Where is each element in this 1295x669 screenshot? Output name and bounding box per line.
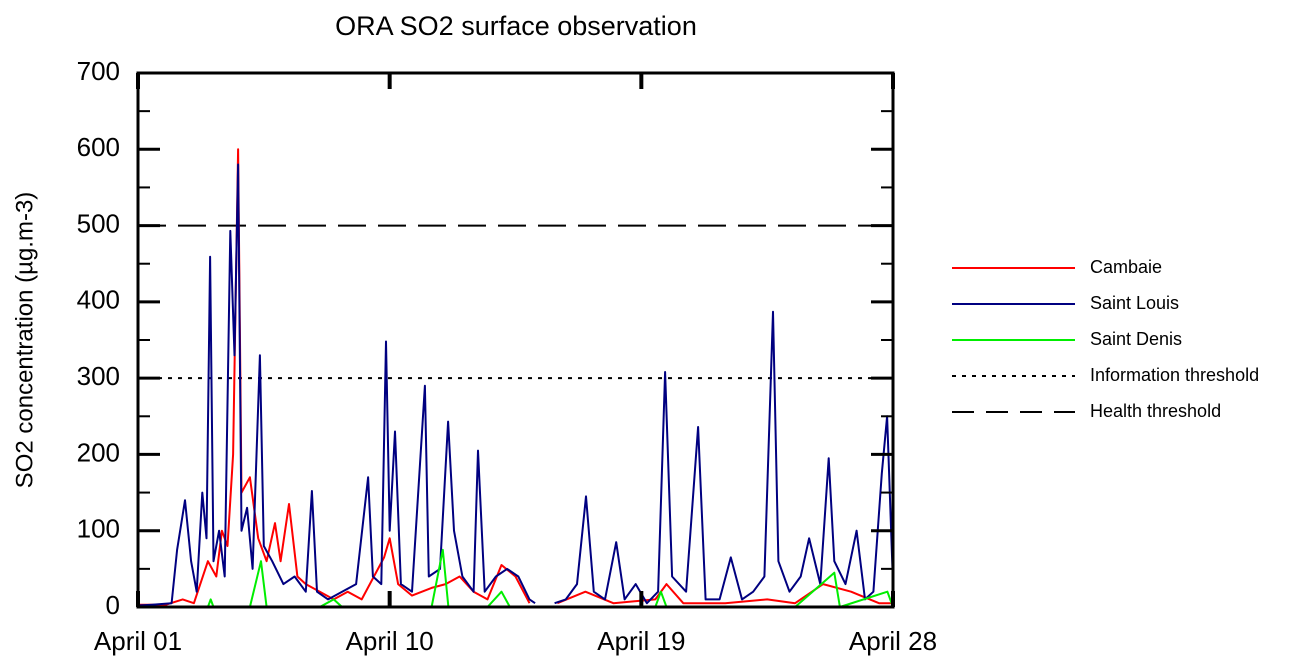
y-axis-label: SO2 concentration (µg.m-3) bbox=[11, 192, 38, 489]
y-tick-label: 300 bbox=[77, 361, 120, 391]
y-tick-label: 600 bbox=[77, 132, 120, 162]
x-tick-label: April 10 bbox=[346, 626, 434, 656]
series-line bbox=[138, 148, 893, 606]
chart-title: ORA SO2 surface observation bbox=[335, 11, 697, 41]
legend-label: Cambaie bbox=[1090, 257, 1162, 277]
y-tick-label: 400 bbox=[77, 285, 120, 315]
y-tick-label: 500 bbox=[77, 208, 120, 238]
plot-frame bbox=[136, 71, 895, 609]
legend-label: Health threshold bbox=[1090, 401, 1221, 421]
series-line bbox=[137, 163, 894, 607]
y-tick-label: 100 bbox=[77, 514, 120, 544]
y-tick-label: 0 bbox=[106, 590, 120, 620]
legend-label: Saint Louis bbox=[1090, 293, 1179, 313]
x-tick-label: April 28 bbox=[849, 626, 937, 656]
x-tick-label: April 19 bbox=[597, 626, 685, 656]
y-tick-label: 200 bbox=[77, 437, 120, 467]
legend-label: Saint Denis bbox=[1090, 329, 1182, 349]
y-tick-label: 700 bbox=[77, 56, 120, 86]
x-tick-label: April 01 bbox=[94, 626, 182, 656]
legend-label: Information threshold bbox=[1090, 365, 1259, 385]
